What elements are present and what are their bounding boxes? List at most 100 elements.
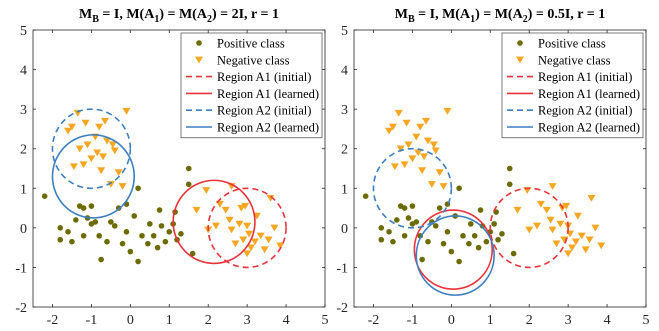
y-tick-label: 5 <box>341 24 348 39</box>
legend-label: Region A2 (initial) <box>538 104 632 118</box>
plot-area <box>41 107 287 269</box>
legend-label: Region A1 (learned) <box>217 87 319 101</box>
negative-point <box>513 206 522 214</box>
positive-point <box>413 219 420 225</box>
negative-point <box>97 167 106 175</box>
negative-point <box>525 226 534 234</box>
chart-panel-1: MB = I, M(A1) = M(A2) = 2I, r = 1 -2 -1 0 1 2… <box>15 7 328 328</box>
negative-point <box>585 236 594 244</box>
negative-point <box>536 200 545 208</box>
positive-point <box>57 236 64 243</box>
positive-point <box>432 223 439 229</box>
negative-point <box>542 206 551 214</box>
positive-point <box>460 232 466 239</box>
negative-point <box>243 222 252 230</box>
positive-point <box>405 215 412 221</box>
legend-marker-positive <box>196 40 202 46</box>
y-tick-label: 5 <box>20 24 27 39</box>
positive-point <box>104 238 110 245</box>
negative-point <box>581 246 590 254</box>
positive-point <box>506 181 513 188</box>
positive-point <box>111 223 118 229</box>
positive-point <box>119 240 126 247</box>
negative-point <box>79 161 88 169</box>
region-circle-2 <box>172 179 256 265</box>
y-tick-label: -1 <box>15 261 27 276</box>
x-tick-label: -1 <box>86 313 98 328</box>
negative-point <box>435 169 444 177</box>
negative-point <box>260 246 269 254</box>
chart-title: MB = I, M(A1) = M(A2) = 2I, r = 1 <box>79 7 279 25</box>
region-circle-4 <box>415 215 495 296</box>
y-tick-label: 2 <box>341 143 348 158</box>
y-tick-label: -2 <box>336 301 348 316</box>
positive-point <box>477 207 484 213</box>
negative-point <box>385 127 394 135</box>
region-circle-2 <box>413 209 494 290</box>
legend-box <box>180 32 323 139</box>
negative-point <box>431 147 440 155</box>
legend-label: Region A2 (learned) <box>217 121 319 135</box>
positive-point <box>390 238 396 245</box>
negative-point <box>250 238 259 246</box>
negative-point <box>211 222 220 230</box>
x-tick-label: 5 <box>322 313 329 328</box>
positive-point <box>456 258 462 265</box>
region-circle-1 <box>489 187 569 269</box>
negative-point <box>67 123 76 131</box>
negative-point <box>402 119 411 127</box>
negative-point <box>114 169 123 177</box>
positive-point <box>139 232 145 239</box>
negative-point <box>552 240 561 248</box>
x-tick-label: 4 <box>283 313 290 328</box>
negative-point <box>439 183 448 190</box>
positive-point <box>401 205 408 211</box>
positive-point <box>419 256 425 263</box>
positive-point <box>135 185 141 192</box>
negative-point <box>99 153 108 161</box>
negative-point <box>562 202 571 210</box>
axes-box <box>353 29 647 308</box>
negative-point <box>264 236 273 244</box>
negative-point <box>102 137 111 145</box>
negative-point <box>270 224 279 232</box>
positive-point <box>378 225 385 231</box>
negative-point <box>571 238 580 246</box>
positive-point <box>495 236 501 243</box>
legend-label: Positive class <box>217 37 285 51</box>
negative-point <box>532 222 541 230</box>
positive-point <box>185 181 192 188</box>
negative-point <box>390 163 399 171</box>
negative-point <box>108 141 117 149</box>
positive-point <box>69 238 75 245</box>
chart-title: MB = I, M(A1) = M(A2) = 0.5I, r = 1 <box>395 7 605 25</box>
negative-point <box>408 155 417 163</box>
legend-label: Region A1 (initial) <box>217 70 311 84</box>
negative-point <box>241 202 250 210</box>
positive-point <box>499 230 505 237</box>
positive-point <box>88 203 95 209</box>
negative-point <box>75 145 84 153</box>
positive-point <box>150 232 157 239</box>
negative-point <box>573 212 582 220</box>
y-tick-label: 4 <box>20 64 27 79</box>
region-circle-4 <box>51 134 136 219</box>
axes-box <box>32 29 326 308</box>
x-tick-label: 1 <box>487 313 494 328</box>
negative-point <box>101 117 110 125</box>
x-tick-label: -1 <box>407 313 419 328</box>
legend-marker-negative <box>195 56 203 64</box>
positive-point <box>80 232 87 239</box>
positive-point <box>108 219 114 225</box>
positive-point <box>178 230 184 237</box>
negative-point <box>418 167 427 175</box>
positive-point <box>409 203 416 209</box>
legend-label: Positive class <box>538 37 606 51</box>
legend-marker-negative <box>516 56 524 64</box>
y-tick-label: 4 <box>341 64 348 79</box>
negative-point <box>95 123 104 131</box>
negative-point <box>87 155 96 163</box>
negative-point <box>388 123 397 131</box>
y-tick-label: 1 <box>341 182 348 197</box>
